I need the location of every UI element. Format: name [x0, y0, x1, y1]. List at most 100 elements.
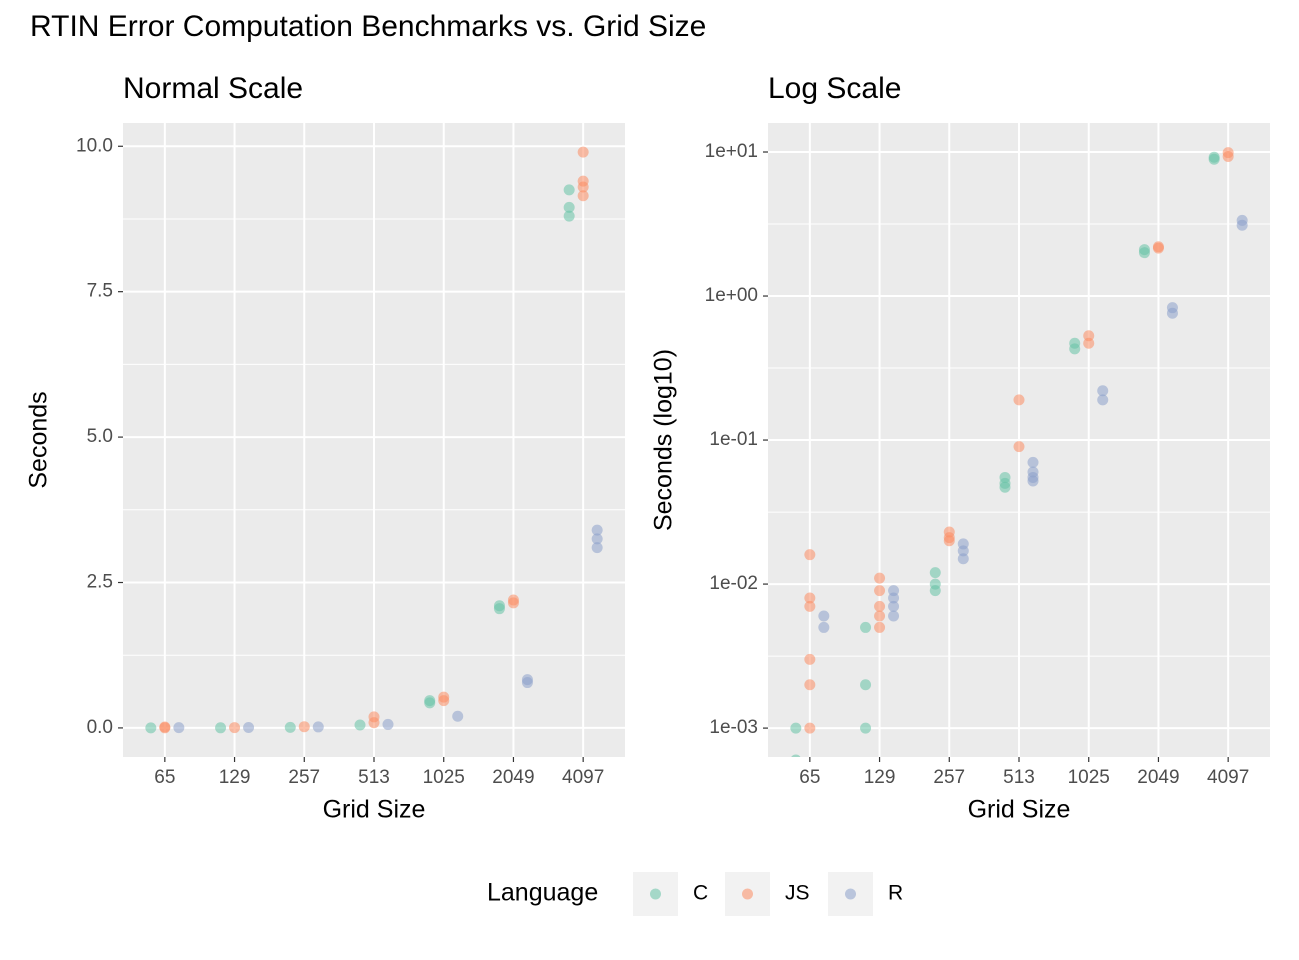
point [874, 600, 886, 612]
point [874, 572, 886, 584]
y-axis-title: Seconds (log10) [650, 349, 678, 531]
point [591, 542, 603, 554]
point [957, 553, 969, 565]
point [1138, 244, 1150, 256]
panel-title: Log Scale [768, 72, 901, 105]
point [804, 679, 816, 691]
y-tick-label: 1e-02 [709, 573, 758, 594]
point [888, 600, 900, 612]
legend-label: C [693, 882, 708, 905]
point [1013, 394, 1025, 406]
point [577, 146, 589, 158]
y-tick-label: 2.5 [87, 572, 113, 593]
point [860, 722, 872, 734]
point [804, 722, 816, 734]
point [957, 538, 969, 550]
point [521, 674, 533, 686]
panel-title: Normal Scale [123, 72, 303, 105]
point [493, 600, 505, 612]
point [563, 184, 575, 196]
point [888, 610, 900, 622]
point [229, 722, 241, 734]
point [312, 721, 324, 733]
point [452, 710, 464, 722]
point [1083, 337, 1095, 349]
point [173, 722, 185, 734]
point [145, 722, 157, 734]
legend-title: Language [487, 879, 598, 907]
y-tick-label: 0.0 [87, 717, 113, 738]
point [563, 210, 575, 222]
y-tick-label: 1e+01 [705, 141, 758, 162]
point [943, 526, 955, 538]
point [591, 533, 603, 545]
x-tick-label: 2049 [492, 767, 534, 788]
x-tick-label: 2049 [1137, 767, 1179, 788]
x-tick-label: 257 [933, 767, 965, 788]
y-tick-label: 1e-01 [709, 429, 758, 450]
point [1097, 394, 1109, 406]
point [818, 610, 830, 622]
point [818, 621, 830, 633]
point [999, 471, 1011, 483]
point [1083, 330, 1095, 342]
point [929, 567, 941, 579]
point [860, 621, 872, 633]
x-tick-label: 65 [154, 767, 175, 788]
point [1097, 385, 1109, 397]
point [1152, 241, 1164, 253]
y-tick-label: 7.5 [87, 281, 113, 302]
x-tick-label: 1025 [423, 767, 465, 788]
y-axis-title: Seconds [25, 391, 53, 488]
point [507, 594, 519, 606]
point [888, 585, 900, 597]
x-axis-title: Grid Size [323, 796, 426, 824]
point [438, 691, 450, 703]
y-tick-label: 5.0 [87, 426, 113, 447]
x-tick-label: 1025 [1068, 767, 1110, 788]
point [804, 592, 816, 604]
point [243, 722, 255, 734]
x-tick-label: 4097 [1207, 767, 1249, 788]
legend-label: JS [785, 882, 810, 905]
point [424, 695, 436, 707]
x-tick-label: 513 [1003, 767, 1035, 788]
point [215, 722, 227, 734]
points [145, 146, 603, 734]
point [577, 190, 589, 202]
x-tick-label: 65 [799, 767, 820, 788]
point [563, 201, 575, 213]
point [929, 578, 941, 590]
x-tick-label: 129 [864, 767, 896, 788]
point [1222, 147, 1234, 159]
point [1069, 337, 1081, 349]
point [368, 711, 380, 723]
point [284, 721, 296, 733]
point [804, 600, 816, 612]
figure-title: RTIN Error Computation Benchmarks vs. Gr… [30, 10, 706, 43]
y-tick-label: 10.0 [76, 135, 113, 156]
legend-marker [845, 888, 856, 900]
point [1027, 456, 1039, 468]
legend-marker [742, 888, 753, 900]
point [804, 653, 816, 665]
point [382, 718, 394, 730]
point [874, 610, 886, 622]
point [790, 722, 802, 734]
point [1166, 302, 1178, 314]
legend-label: R [888, 882, 903, 905]
point [159, 721, 171, 733]
x-tick-label: 257 [288, 767, 320, 788]
x-tick-label: 513 [358, 767, 390, 788]
y-tick-label: 1e-03 [709, 717, 758, 738]
point [591, 524, 603, 536]
point [874, 621, 886, 633]
legend-marker [650, 888, 661, 900]
point [874, 585, 886, 597]
point [354, 719, 366, 731]
x-tick-label: 4097 [562, 767, 604, 788]
x-axis-title: Grid Size [968, 796, 1071, 824]
point [1208, 151, 1220, 163]
point [577, 175, 589, 187]
